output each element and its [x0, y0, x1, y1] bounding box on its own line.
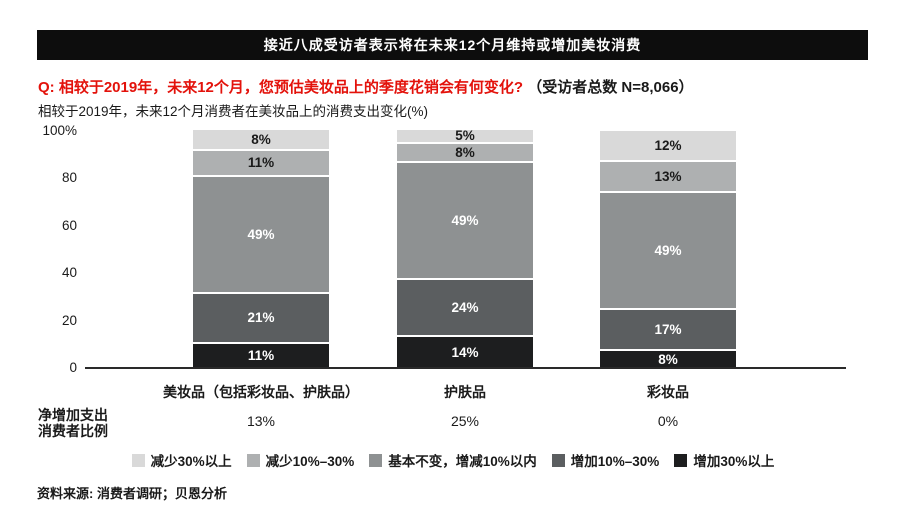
stacked-bar: 8% 11% 49% 21% 11% — [193, 130, 329, 368]
bar-segment: 49% — [600, 191, 736, 308]
y-axis-tick-label: 80 — [61, 170, 77, 185]
header-banner-title: 接近八成受访者表示将在未来12个月维持或增加美妆消费 — [263, 37, 642, 53]
legend-item: 减少30%以上 — [131, 450, 232, 470]
legend-item: 减少10%–30% — [246, 450, 355, 470]
survey-question: Q: 相较于2019年，未来12个月，您预估美妆品上的季度花销会有何变化? （受… — [38, 76, 694, 97]
legend-item: 增加10%–30% — [551, 450, 660, 470]
bar-segment: 12% — [600, 131, 736, 160]
legend-item: 增加30%以上 — [674, 450, 774, 470]
bar-segment: 21% — [193, 292, 329, 342]
bar-segment: 17% — [600, 308, 736, 349]
bar-segment: 49% — [397, 161, 533, 278]
bar-segment: 14% — [397, 335, 533, 368]
legend-item: 基本不变，增减10%以内 — [369, 450, 537, 470]
legend-swatch — [551, 453, 565, 467]
net-increase-value: 13% — [246, 413, 276, 429]
legend-swatch — [369, 453, 383, 467]
net-increase-value: 25% — [450, 413, 480, 429]
chart-legend: 减少30%以上 减少10%–30% 基本不变，增减10%以内 增加10%–30% 增加3… — [0, 450, 906, 470]
legend-swatch — [131, 453, 145, 467]
legend-label: 减少10%–30% — [265, 454, 355, 469]
y-axis-tick-label: 60 — [61, 217, 77, 233]
net-increase-value: 0% — [657, 413, 679, 429]
survey-question-text: Q: 相较于2019年，未来12个月，您预估美妆品上的季度花销会有何变化? — [38, 79, 524, 96]
respondent-count: （受访者总数 N=8,066） — [527, 79, 694, 96]
legend-swatch — [246, 453, 260, 467]
x-axis-category-label: 美妆品（包括彩妆品、护肤品） — [163, 384, 359, 400]
source-note: 资料来源: 消费者调研；贝恩分析 — [37, 486, 227, 501]
y-axis-tick-label: 20 — [61, 312, 77, 328]
bar-segment: 8% — [600, 349, 736, 368]
y-axis-tick-label: 40 — [61, 265, 77, 280]
header-banner: 接近八成受访者表示将在未来12个月维持或增加美妆消费 — [37, 30, 868, 60]
bar-segment: 5% — [397, 129, 533, 143]
bar-segment: 49% — [193, 175, 329, 292]
legend-label: 减少30%以上 — [150, 454, 232, 469]
legend-label: 增加30%以上 — [693, 454, 775, 469]
bar-segment: 11% — [193, 149, 329, 175]
legend-label: 基本不变，增减10%以内 — [388, 454, 537, 469]
x-axis-category-label: 彩妆品 — [647, 384, 689, 400]
net-increase-row-label: 净增加支出 消费者比例 — [38, 407, 108, 439]
chart-subtitle: 相较于2019年，未来12个月消费者在美妆品上的消费支出变化(%) — [38, 104, 429, 119]
net-increase-row-label-line2: 消费者比例 — [38, 423, 108, 439]
bar-segment: 8% — [397, 142, 533, 161]
y-axis-tick-label: 100% — [42, 122, 77, 138]
stacked-bar: 12% 13% 49% 17% 8% — [600, 131, 736, 368]
x-axis-category-label: 护肤品 — [444, 384, 486, 400]
bar-segment: 13% — [600, 160, 736, 191]
net-increase-row-label-line1: 净增加支出 — [38, 407, 108, 423]
x-axis-baseline — [85, 367, 846, 369]
legend-label: 增加10%–30% — [570, 454, 660, 469]
stacked-bar: 5% 8% 49% 24% 14% — [397, 129, 533, 368]
y-axis-tick-label: 0 — [69, 360, 77, 375]
bar-segment: 24% — [397, 278, 533, 335]
legend-swatch — [674, 453, 688, 467]
bar-segment: 11% — [193, 342, 329, 368]
bar-segment: 8% — [193, 130, 329, 149]
